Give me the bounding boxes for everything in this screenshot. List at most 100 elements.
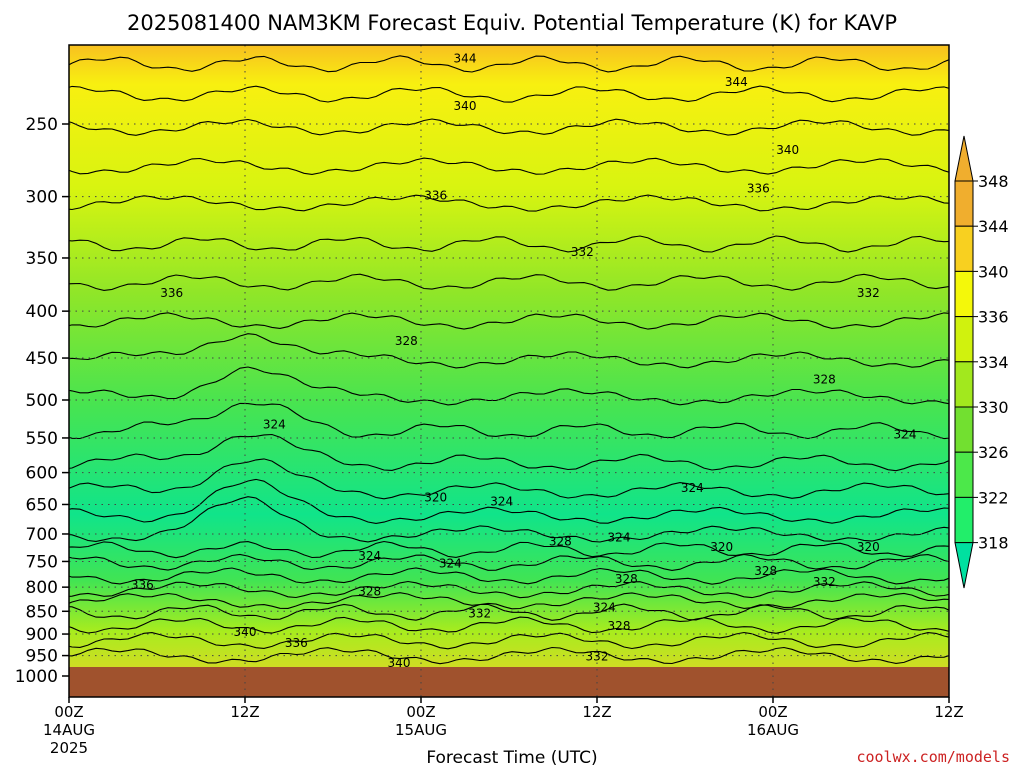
contour-label: 328 — [608, 619, 631, 633]
y-axis: 250 300 350 400 450 500 550 600 650 700 750 800 850 9… — [15, 115, 69, 687]
contour-label: 340 — [234, 625, 257, 639]
y-tick-label: 500 — [26, 391, 58, 411]
contour-line — [69, 194, 949, 212]
contour-line — [69, 580, 949, 599]
y-tick-label: 800 — [26, 578, 58, 598]
contour-line — [69, 603, 949, 621]
contour-label: 340 — [776, 143, 799, 157]
y-tick-label: 250 — [26, 115, 58, 135]
contour-label: 332 — [586, 649, 609, 663]
contour-label: 328 — [358, 585, 381, 599]
colorbar-tick-label: 326 — [978, 443, 1009, 462]
contour-line — [69, 433, 949, 472]
contour-label: 324 — [490, 494, 513, 508]
contour-line — [69, 540, 949, 559]
y-tick-label: 900 — [26, 625, 58, 645]
contour-label: 336 — [131, 578, 154, 592]
chart-title: 2025081400 NAM3KM Forecast Equiv. Potent… — [127, 11, 897, 35]
contour-label: 336 — [285, 636, 308, 650]
colorbar-segment — [954, 225, 974, 272]
colorbar-over-triangle — [954, 135, 974, 182]
x-tick-date: 14AUG — [43, 721, 95, 739]
x-tick-year: 2025 — [50, 739, 88, 757]
x-tick-label: 00Z — [54, 703, 83, 721]
contour-label: 328 — [549, 534, 572, 548]
y-tick-label: 650 — [26, 495, 58, 515]
ground-surface — [69, 667, 949, 697]
credit-text: coolwx.com/models — [856, 748, 1010, 766]
contour-line — [69, 567, 949, 585]
y-tick-label: 450 — [26, 349, 58, 369]
plot-frame — [68, 44, 950, 698]
colorbar: 348 344 340 336 334 330 326 322 318 — [954, 135, 1009, 589]
contour-label: 324 — [593, 601, 616, 615]
contour-label: 324 — [681, 481, 704, 495]
colorbar-tick-label: 336 — [978, 308, 1009, 327]
y-tick-label: 600 — [26, 464, 58, 484]
colorbar-segment — [954, 270, 974, 318]
contour-line — [69, 55, 949, 73]
contour-label: 328 — [754, 564, 777, 578]
contour-label: 332 — [468, 607, 491, 621]
contour-line — [69, 333, 949, 369]
colorbar-segment — [954, 451, 974, 498]
colorbar-tick-label: 330 — [978, 398, 1009, 417]
contour-label: 336 — [160, 286, 183, 300]
contour-line — [69, 366, 949, 406]
gridlines — [69, 45, 949, 697]
contour-line — [69, 235, 949, 253]
colorbar-segment — [954, 496, 974, 544]
contour-line — [69, 85, 949, 103]
contour-label: 324 — [608, 530, 631, 544]
colorbar-tick-label: 340 — [978, 262, 1009, 281]
x-tick-date: 16AUG — [747, 721, 799, 739]
contour-line — [69, 616, 949, 634]
contour-line — [69, 646, 949, 665]
colorbar-segment — [954, 180, 974, 227]
contour-label: 328 — [813, 373, 836, 387]
x-tick-date: 15AUG — [395, 721, 447, 739]
y-tick-label: 950 — [26, 647, 58, 667]
contour-label: 324 — [894, 427, 917, 441]
x-tick-label: 12Z — [230, 703, 259, 721]
contour-label: 324 — [439, 557, 462, 571]
plot-area — [69, 45, 949, 697]
contour-label: 324 — [263, 418, 286, 432]
contour-label: 320 — [424, 491, 447, 505]
y-tick-label: 550 — [26, 429, 58, 449]
y-tick-label: 300 — [26, 188, 58, 208]
contour-labels: 344 344 340 340 336 336 332 332 336 328 328 324 324 3… — [131, 51, 917, 670]
contour-label: 332 — [571, 245, 594, 259]
contour-line — [69, 273, 949, 291]
y-tick-label: 1000 — [15, 667, 58, 687]
colorbar-tick-label: 322 — [978, 488, 1009, 507]
contour-line — [69, 478, 949, 524]
colorbar-segment — [954, 361, 974, 408]
contour-lines — [69, 55, 949, 665]
colorbar-segment — [954, 406, 974, 453]
colorbar-tick-label: 334 — [978, 353, 1009, 372]
contour-label: 344 — [725, 75, 748, 89]
contour-line — [69, 592, 949, 610]
x-tick-label: 00Z — [406, 703, 435, 721]
x-tick-label: 00Z — [758, 703, 787, 721]
contour-label: 332 — [813, 575, 836, 589]
contour-label: 320 — [857, 540, 880, 554]
contour-label: 344 — [454, 51, 477, 65]
contour-label: 336 — [424, 188, 447, 202]
colorbar-under-triangle — [954, 542, 974, 589]
colorbar-tick-label: 348 — [978, 172, 1009, 191]
contour-label: 328 — [395, 334, 418, 348]
y-tick-label: 700 — [26, 525, 58, 545]
contour-line — [69, 631, 949, 650]
contour-label: 340 — [388, 656, 411, 670]
y-tick-label: 400 — [26, 302, 58, 322]
contour-label: 320 — [710, 540, 733, 554]
x-tick-label: 12Z — [934, 703, 963, 721]
contour-line — [69, 458, 949, 500]
contour-label: 332 — [857, 286, 880, 300]
contour-label: 324 — [358, 549, 381, 563]
y-tick-label: 350 — [26, 249, 58, 269]
